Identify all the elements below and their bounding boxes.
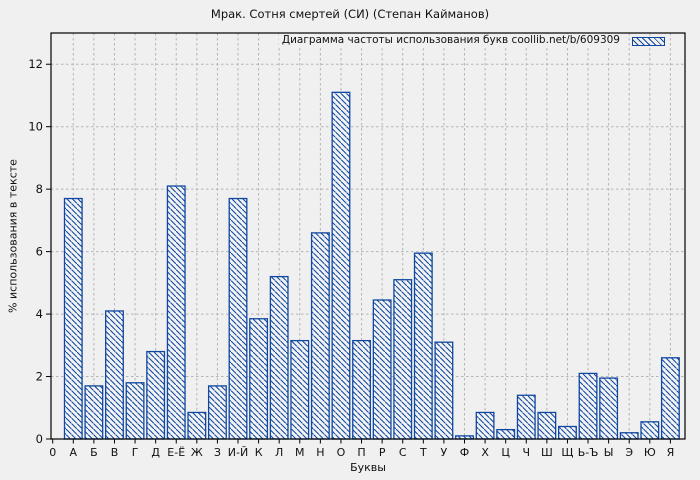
bar-Р bbox=[372, 299, 392, 440]
bar-Ь-Ъ bbox=[578, 372, 598, 440]
bar-Г bbox=[125, 382, 145, 440]
bar-П bbox=[352, 339, 372, 440]
x-axis-label: Буквы bbox=[350, 461, 386, 474]
bar-Ж bbox=[187, 411, 207, 440]
x-tick-label: Ы bbox=[604, 446, 614, 459]
x-tick-label: Э bbox=[625, 446, 633, 459]
x-tick-label: О bbox=[337, 446, 346, 459]
x-tick-label: Н bbox=[316, 446, 324, 459]
x-tick-label: Д bbox=[151, 446, 160, 459]
bar-А bbox=[63, 197, 83, 440]
x-tick-label: Ш bbox=[541, 446, 553, 459]
x-tick-label: 0 bbox=[49, 446, 56, 459]
y-tick-label: 2 bbox=[36, 370, 43, 384]
bar-Б bbox=[84, 385, 104, 440]
tick-labels: 0 2 4 6 8 10 12 0 А Б В Г Д Е-Ё Ж З И-Й К Л М Н О П Р С Т У Ф Х Ц Ч Ш Щ Ь… bbox=[28, 57, 674, 459]
x-tick-label: А bbox=[70, 446, 78, 459]
bar-Щ bbox=[558, 425, 577, 440]
x-tick-label: Л bbox=[275, 446, 283, 459]
x-tick-label: И-Й bbox=[228, 446, 248, 459]
y-tick-label: 12 bbox=[28, 57, 43, 71]
x-tick-label: Г bbox=[132, 446, 139, 459]
bar-М bbox=[290, 339, 310, 440]
y-tick-label: 6 bbox=[36, 245, 43, 259]
bar-Я bbox=[660, 357, 680, 440]
x-tick-label: У bbox=[441, 446, 448, 459]
y-tick-label: 0 bbox=[36, 432, 43, 446]
bar-Ы bbox=[599, 377, 619, 440]
x-tick-label: Я bbox=[667, 446, 675, 459]
bar-Т bbox=[413, 252, 433, 440]
bar-С bbox=[393, 279, 413, 440]
x-tick-label: Х bbox=[481, 446, 489, 459]
x-tick-label: Ф bbox=[460, 446, 469, 459]
bar-Ц bbox=[496, 428, 516, 440]
x-tick-label: Т bbox=[419, 446, 427, 459]
y-tick-label: 8 bbox=[36, 182, 43, 196]
plot-frame bbox=[50, 32, 686, 440]
bar-Е-Ё bbox=[166, 185, 186, 440]
bar-Н bbox=[310, 232, 330, 440]
bar-Э bbox=[619, 432, 639, 440]
x-tick-label: Ц bbox=[501, 446, 510, 459]
bar-К bbox=[249, 318, 269, 440]
bar-Д bbox=[146, 350, 166, 440]
y-tick-label: 10 bbox=[28, 120, 43, 134]
bar-З bbox=[207, 385, 227, 440]
axis-ticks bbox=[46, 63, 671, 444]
bar-Л bbox=[269, 275, 289, 440]
x-tick-label: Ч bbox=[522, 446, 530, 459]
x-tick-label: З bbox=[214, 446, 221, 459]
bar-У bbox=[434, 341, 454, 440]
bar-Ю bbox=[640, 421, 660, 440]
x-tick-label: Ь-Ъ bbox=[578, 446, 599, 459]
x-tick-label: Ю bbox=[644, 446, 656, 459]
x-tick-label: Б bbox=[90, 446, 98, 459]
x-tick-label: К bbox=[255, 446, 263, 459]
bar-И-Й bbox=[228, 197, 248, 440]
x-tick-label: В bbox=[111, 446, 119, 459]
x-tick-label: Ж bbox=[191, 446, 203, 459]
y-tick-label: 4 bbox=[36, 307, 43, 321]
bars-series bbox=[63, 91, 680, 440]
x-tick-label: Р bbox=[379, 446, 386, 459]
legend-swatch bbox=[632, 37, 665, 46]
bar-Ш bbox=[537, 411, 557, 440]
y-axis-label: % использования в тексте bbox=[6, 159, 20, 313]
x-tick-label: М bbox=[295, 446, 305, 459]
x-tick-label: П bbox=[357, 446, 365, 459]
x-tick-label: С bbox=[399, 446, 407, 459]
chart-title: Мрак. Сотня смертей (СИ) (Степан Каймано… bbox=[210, 7, 490, 21]
x-tick-label: Е-Ё bbox=[167, 446, 185, 459]
legend-label: Диаграмма частоты использования букв coo… bbox=[278, 34, 623, 47]
x-tick-label: Щ bbox=[561, 446, 573, 459]
bar-О bbox=[331, 91, 351, 440]
bar-В bbox=[105, 310, 124, 440]
bar-Х bbox=[475, 411, 495, 440]
bar-Ч bbox=[516, 394, 536, 440]
